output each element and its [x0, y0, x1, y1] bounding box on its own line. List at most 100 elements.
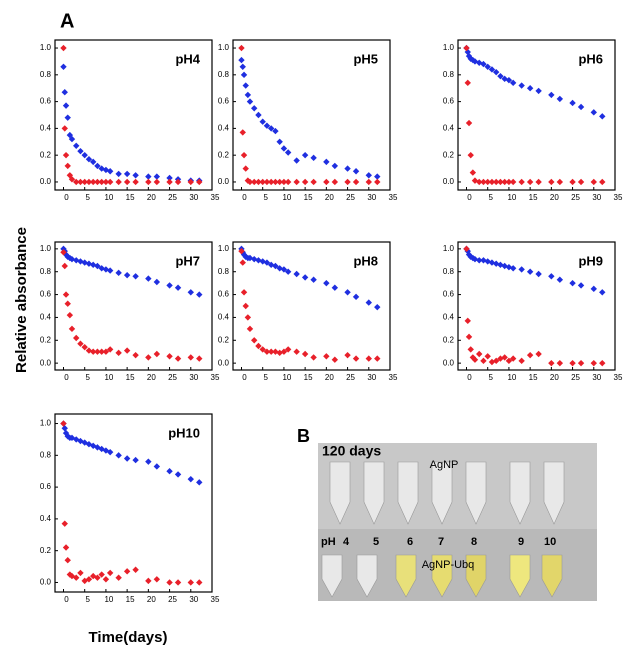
marker: [89, 572, 97, 580]
marker: [284, 346, 292, 353]
x-tick-label: 10: [104, 193, 113, 202]
marker: [365, 299, 372, 306]
marker: [374, 173, 381, 180]
marker: [293, 178, 300, 186]
x-tick-label: 0: [467, 193, 472, 202]
marker: [251, 337, 258, 344]
marker: [106, 569, 114, 577]
plot-frame: [457, 39, 616, 191]
marker: [331, 178, 339, 186]
marker: [94, 348, 101, 355]
marker: [145, 178, 152, 186]
chart-title: pH7: [175, 253, 200, 268]
marker: [509, 79, 517, 87]
marker: [196, 178, 203, 186]
x-tick-label: 10: [507, 193, 516, 202]
marker: [166, 282, 173, 289]
marker: [535, 270, 542, 278]
ph-value: 4: [343, 536, 350, 548]
marker: [68, 135, 76, 143]
marker: [81, 151, 88, 159]
x-tick-label: 15: [529, 373, 538, 382]
y-tick-label: 0.4: [218, 313, 230, 322]
marker: [272, 127, 279, 135]
marker: [344, 165, 351, 172]
x-tick-label: 5: [85, 595, 90, 604]
y-tick-label: 0.0: [40, 358, 52, 367]
marker: [365, 355, 372, 362]
x-tick-label: 0: [242, 193, 247, 202]
marker: [66, 571, 74, 578]
marker: [505, 76, 513, 84]
marker: [272, 178, 279, 186]
marker: [240, 71, 248, 79]
x-tick-label: 35: [211, 373, 220, 382]
marker: [153, 173, 161, 180]
marker: [98, 571, 105, 578]
marker: [251, 178, 258, 186]
marker: [518, 178, 525, 186]
x-tick-label: 5: [85, 193, 90, 202]
marker: [68, 572, 76, 580]
marker: [467, 346, 474, 353]
marker: [89, 158, 97, 166]
marker: [505, 178, 513, 186]
marker: [73, 334, 80, 342]
marker: [115, 349, 122, 357]
marker: [145, 354, 152, 361]
marker: [64, 300, 71, 307]
y-tick-label: 0.0: [218, 358, 230, 367]
marker: [62, 151, 70, 159]
marker: [599, 178, 606, 186]
marker: [284, 268, 292, 275]
marker: [518, 266, 525, 273]
marker: [187, 354, 194, 361]
marker: [484, 353, 491, 360]
marker: [518, 357, 525, 365]
marker: [344, 178, 351, 186]
marker: [115, 269, 122, 277]
marker: [577, 282, 585, 289]
y-tick-label: 0.8: [40, 450, 52, 459]
x-tick-label: 35: [614, 193, 623, 202]
marker: [331, 284, 339, 291]
marker: [77, 147, 84, 155]
marker: [106, 267, 114, 274]
marker: [61, 520, 68, 527]
marker: [590, 285, 597, 293]
marker: [60, 245, 67, 253]
tubes-bottom: [321, 554, 563, 598]
marker: [132, 456, 139, 464]
marker: [492, 357, 500, 365]
marker: [263, 259, 271, 266]
marker: [344, 289, 351, 296]
y-tick-label: 0.2: [40, 546, 52, 555]
marker: [64, 433, 71, 440]
x-tick-label: 0: [64, 595, 69, 604]
marker: [145, 275, 152, 282]
x-tick-label: 10: [104, 373, 113, 382]
x-tick-label: 10: [282, 373, 291, 382]
marker: [590, 359, 597, 367]
marker: [548, 178, 555, 186]
marker: [115, 170, 122, 178]
marker: [73, 574, 80, 581]
marker: [196, 479, 203, 486]
ph-value: 9: [518, 536, 524, 548]
y-tick-label: 0.0: [40, 177, 52, 186]
marker: [123, 178, 131, 186]
x-tick-label: 30: [367, 373, 376, 382]
marker: [145, 458, 152, 465]
x-axis-label: Time(days): [89, 629, 168, 646]
marker: [464, 247, 471, 255]
marker: [480, 60, 487, 68]
x-tick-label: 35: [389, 193, 398, 202]
chart-title: pH6: [578, 51, 603, 66]
marker: [246, 178, 254, 186]
x-tick-label: 0: [467, 373, 472, 382]
marker: [492, 68, 500, 76]
y-tick-label: 0.2: [218, 150, 230, 159]
marker: [301, 274, 309, 281]
marker: [476, 178, 483, 186]
marker: [310, 276, 317, 283]
